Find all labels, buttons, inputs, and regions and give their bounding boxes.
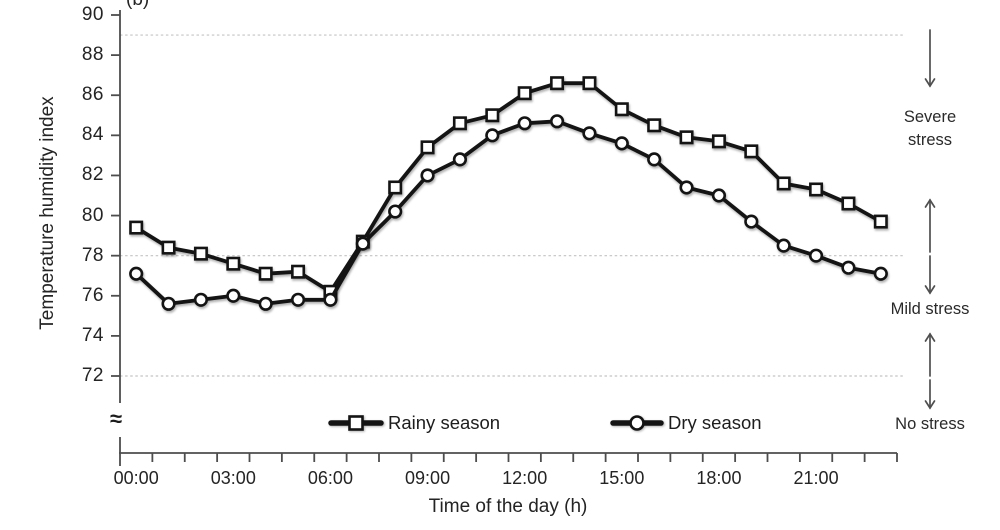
severe-stress-label: Severe stress [903, 108, 957, 149]
data-point-circle [355, 236, 370, 251]
stress-zone-arrows [924, 29, 936, 410]
x-tick-label: 12:00 [502, 468, 548, 488]
data-point-square [517, 86, 532, 101]
series-line [134, 119, 883, 306]
data-point-circle [452, 152, 468, 167]
data-point-square [711, 134, 726, 149]
data-series [129, 76, 888, 311]
data-point-square [452, 116, 467, 131]
dashed-gridlines [120, 34, 905, 377]
data-point-circle [420, 168, 435, 183]
down-arrow-icon [924, 379, 936, 410]
y-tick-label: 72 [81, 365, 104, 386]
y-tick-label: 80 [81, 204, 104, 226]
x-tick-label: 18:00 [696, 468, 742, 488]
x-tick-label: 00:00 [113, 468, 159, 488]
data-point-circle [776, 238, 791, 253]
legend-markers [328, 415, 664, 431]
mild-stress-label: Mild stress [890, 300, 970, 318]
data-point-square [193, 246, 208, 261]
data-point-square [550, 76, 565, 91]
up-arrow-icon [924, 332, 936, 377]
down-arrow-icon [924, 29, 936, 88]
data-point-circle [679, 180, 694, 195]
up-arrow-icon [924, 198, 936, 253]
x-tick-label: 09:00 [405, 468, 451, 488]
data-point-square [647, 118, 662, 133]
data-point-square [388, 180, 403, 195]
y-tick-label: 90 [81, 4, 104, 25]
data-point-square [226, 256, 241, 271]
data-point-circle [744, 214, 759, 229]
y-tick-label: 76 [81, 284, 104, 306]
y-tick-label: 78 [81, 244, 104, 266]
legend-square-icon [348, 415, 364, 431]
data-point-square [258, 266, 273, 281]
down-arrow-icon [924, 255, 936, 295]
data-point-square [744, 144, 759, 159]
axis-break-icon: ≈ [110, 406, 123, 431]
y-tick-label: 82 [81, 164, 104, 186]
data-point-circle [323, 292, 338, 307]
data-point-circle [226, 288, 241, 303]
data-point-square [679, 130, 694, 145]
data-point-circle [647, 152, 662, 167]
data-point-circle [290, 292, 306, 307]
data-point-square [161, 240, 176, 255]
figure-panel-label: (b) [126, 0, 149, 11]
legend-label-rainy-season: Rainy season [388, 412, 501, 433]
data-point-square [291, 264, 306, 279]
data-point-circle [582, 126, 597, 141]
x-tick-label: 15:00 [599, 468, 645, 488]
data-point-circle [614, 136, 629, 151]
data-point-circle [808, 248, 824, 263]
data-point-square [841, 196, 856, 211]
legend-circle-icon [629, 415, 645, 431]
x-tick-label: 06:00 [307, 468, 353, 488]
y-tick-label: 88 [81, 44, 104, 66]
data-point-circle [485, 128, 500, 143]
y-tick-label: 86 [81, 84, 104, 106]
data-point-square [614, 102, 629, 117]
no-stress-label: No stress [895, 415, 965, 433]
data-point-square [485, 108, 500, 123]
y-tick-label: 84 [81, 124, 104, 146]
series-line [134, 81, 883, 294]
data-point-circle [193, 292, 209, 307]
legend-label-dry-season: Dry season [668, 412, 762, 433]
data-point-circle [711, 188, 727, 203]
legend-marker-rainy [328, 415, 384, 431]
data-point-square [420, 140, 435, 155]
data-point-circle [873, 266, 888, 281]
data-point-circle [258, 296, 273, 311]
data-point-square [873, 214, 888, 229]
data-point-circle [161, 296, 176, 311]
data-point-circle [549, 114, 565, 129]
data-point-circle [129, 266, 144, 281]
y-tick-label: 74 [81, 324, 104, 346]
data-point-square [776, 176, 791, 191]
data-point-square [129, 220, 144, 235]
x-axis-title: Time of the day (h) [428, 496, 588, 517]
series-rainy [129, 76, 888, 299]
axes [111, 10, 898, 466]
data-point-square [809, 182, 824, 197]
data-point-circle [841, 260, 856, 275]
legend-marker-dry [610, 415, 664, 431]
x-tick-label: 03:00 [210, 468, 256, 488]
series-dry [129, 114, 888, 311]
data-point-circle [517, 116, 532, 131]
data-point-square [582, 76, 597, 91]
data-point-circle [388, 204, 403, 219]
x-tick-label: 21:00 [793, 468, 839, 488]
